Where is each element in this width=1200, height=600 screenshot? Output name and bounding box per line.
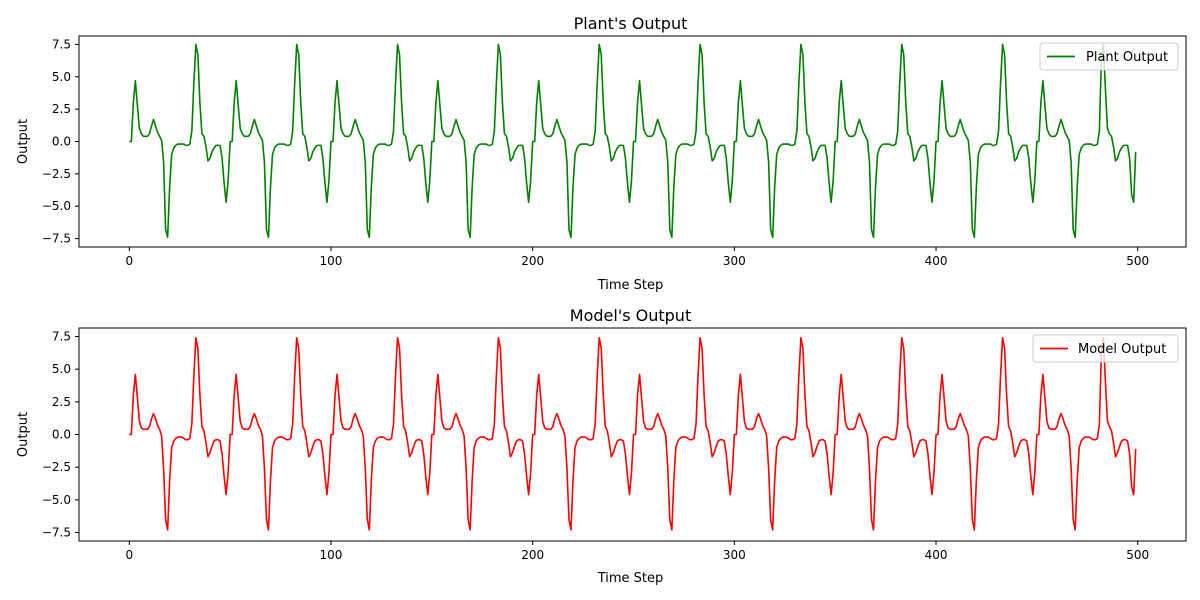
series-line-model-output bbox=[129, 336, 1137, 531]
x-tick-label: 0 bbox=[125, 254, 133, 268]
x-tick-label: 200 bbox=[521, 548, 544, 562]
series-line-plant-output bbox=[129, 43, 1137, 239]
x-axis-label: Time Step bbox=[597, 278, 664, 293]
y-tick-label: 7.5 bbox=[52, 37, 71, 51]
y-tick-label: −7.5 bbox=[42, 232, 71, 246]
x-axis: 0 100 200 300 400 500 bbox=[125, 541, 1149, 562]
x-tick-label: 100 bbox=[320, 254, 343, 268]
x-tick-label: 500 bbox=[1126, 254, 1149, 268]
y-tick-label: −5.0 bbox=[42, 199, 71, 213]
x-tick-label: 200 bbox=[521, 254, 544, 268]
x-tick-label: 500 bbox=[1126, 548, 1149, 562]
y-tick-label: 7.5 bbox=[52, 329, 71, 343]
legend: Plant Output bbox=[1039, 42, 1179, 71]
plant-output-chart: Plant's Output 0 100 200 300 400 500 −7.5 −5.0… bbox=[16, 14, 1187, 293]
y-tick-label: 0.0 bbox=[52, 135, 71, 149]
x-tick-label: 300 bbox=[723, 254, 746, 268]
legend-label-plant-output: Plant Output bbox=[1086, 50, 1168, 65]
y-axis: −7.5 −5.0 −2.5 0.0 2.5 5.0 7.5 bbox=[42, 329, 79, 540]
y-tick-label: 5.0 bbox=[52, 362, 71, 376]
y-axis: −7.5 −5.0 −2.5 0.0 2.5 5.0 7.5 bbox=[42, 37, 79, 246]
legend-box bbox=[1039, 42, 1179, 71]
y-tick-label: −7.5 bbox=[42, 526, 71, 540]
y-tick-label: 2.5 bbox=[52, 395, 71, 409]
x-tick-label: 300 bbox=[723, 548, 746, 562]
y-tick-label: 5.0 bbox=[52, 70, 71, 84]
y-tick-label: 2.5 bbox=[52, 102, 71, 116]
model-output-chart: Model's Output 0 100 200 300 400 500 −7.5 −5.0… bbox=[16, 306, 1187, 586]
x-tick-label: 0 bbox=[125, 548, 133, 562]
y-axis-label: Output bbox=[16, 412, 31, 457]
y-tick-label: −2.5 bbox=[42, 460, 71, 474]
x-tick-label: 100 bbox=[320, 548, 343, 562]
x-tick-label: 400 bbox=[925, 548, 948, 562]
y-tick-label: −2.5 bbox=[42, 167, 71, 181]
x-tick-label: 400 bbox=[925, 254, 948, 268]
legend-label-model-output: Model Output bbox=[1078, 342, 1166, 357]
chart-title: Plant's Output bbox=[574, 14, 688, 33]
y-tick-label: 0.0 bbox=[52, 428, 71, 442]
x-axis: 0 100 200 300 400 500 bbox=[125, 247, 1149, 268]
chart-title: Model's Output bbox=[570, 306, 691, 325]
legend-box bbox=[1032, 334, 1179, 363]
plot-area bbox=[129, 336, 1137, 531]
x-axis-label: Time Step bbox=[597, 571, 664, 586]
legend: Model Output bbox=[1032, 334, 1179, 363]
y-tick-label: −5.0 bbox=[42, 493, 71, 507]
y-axis-label: Output bbox=[16, 119, 31, 164]
plot-area bbox=[129, 43, 1137, 239]
